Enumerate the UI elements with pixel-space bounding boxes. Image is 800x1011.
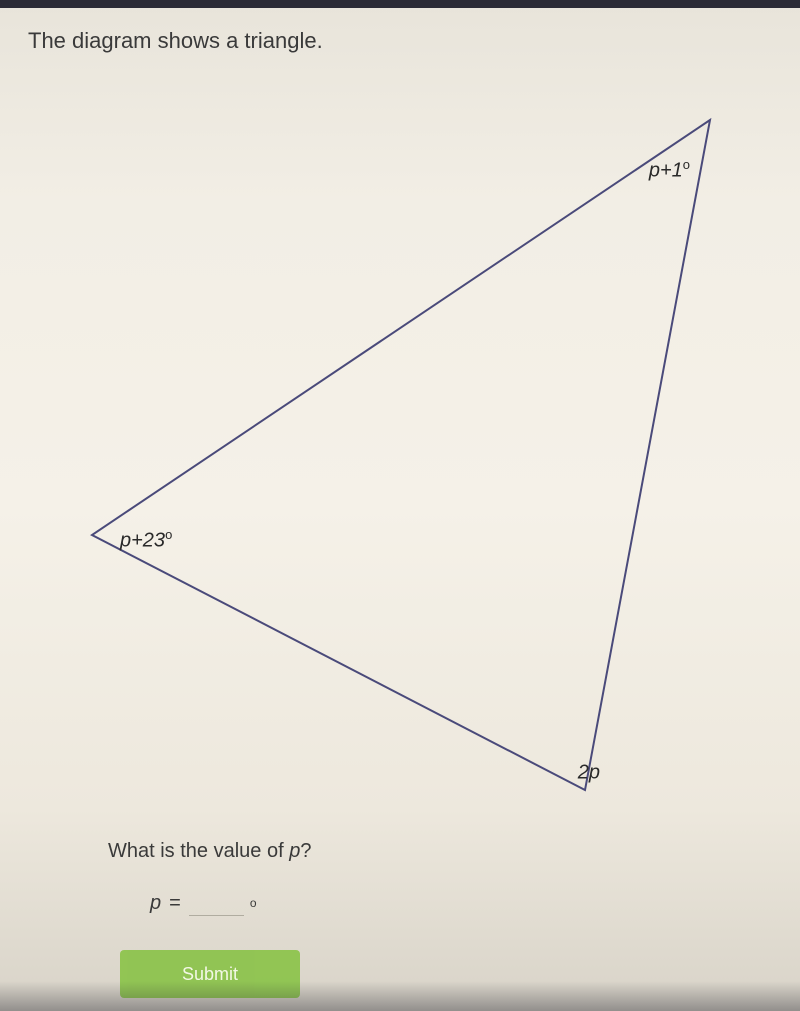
answer-input[interactable]: [189, 890, 244, 916]
degree-unit: o: [250, 896, 257, 910]
page-title: The diagram shows a triangle.: [28, 28, 323, 54]
question-suffix: ?: [300, 840, 311, 862]
triangle-shape: [92, 120, 710, 790]
window-top-bar: [0, 0, 800, 8]
triangle-diagram: p+1o p+23o 2p: [80, 85, 720, 805]
question-text: What is the value of p?: [108, 840, 311, 863]
question-prefix: What is the value of: [108, 840, 289, 862]
bottom-shadow: [0, 981, 800, 1011]
equals-sign: =: [169, 892, 181, 915]
angle-label-bottom: 2p: [578, 759, 600, 785]
answer-variable: p: [150, 892, 161, 915]
answer-row: p = o: [150, 890, 257, 916]
question-variable: p: [289, 840, 300, 862]
triangle-svg: [80, 85, 720, 805]
angle-label-left: p+23o: [120, 527, 172, 553]
angle-label-top: p+1o: [649, 157, 690, 183]
